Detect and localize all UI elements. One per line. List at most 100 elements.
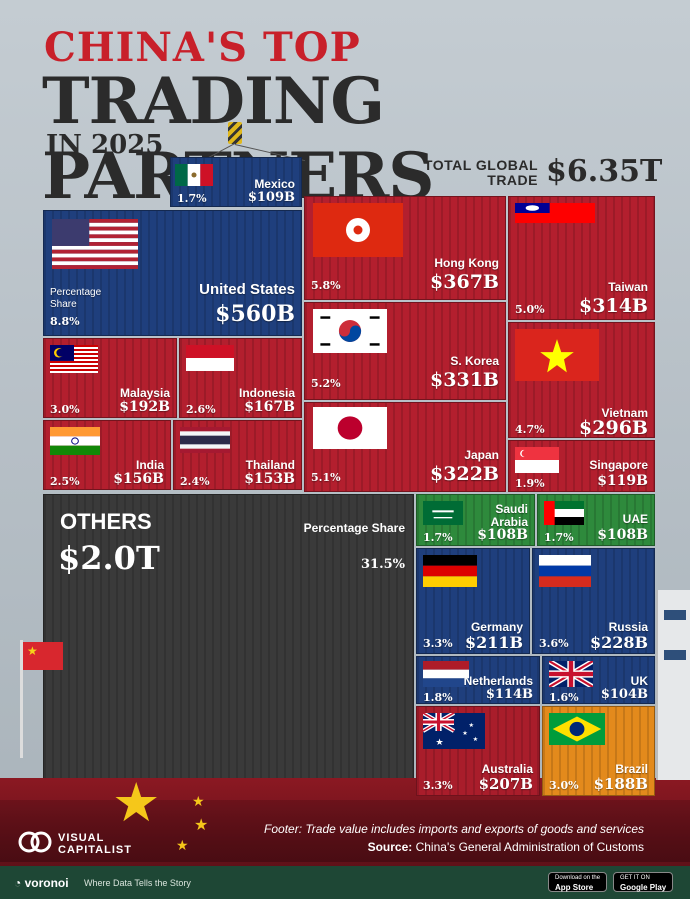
percentage-share: 5.1% bbox=[311, 471, 341, 484]
country-name: Germany bbox=[470, 620, 523, 634]
percentage-share: 1.6% bbox=[549, 691, 579, 704]
id-flag-icon bbox=[186, 345, 234, 376]
footer-band bbox=[0, 800, 690, 862]
trade-value: $108B bbox=[597, 527, 648, 543]
percentage-share: 8.8% bbox=[50, 315, 80, 328]
kr-flag-icon bbox=[313, 309, 387, 358]
container-jp: Japan $322B 5.1% bbox=[304, 402, 506, 492]
container-tw: Taiwan $314B 5.0% bbox=[508, 196, 655, 320]
country-name: Japan bbox=[464, 448, 499, 462]
percentage-share: 3.6% bbox=[539, 637, 569, 650]
uk-flag-icon bbox=[549, 661, 593, 692]
visual-capitalist-logo-icon bbox=[18, 831, 52, 853]
country-name: Taiwan bbox=[608, 280, 648, 294]
mexico-flag-icon bbox=[175, 164, 213, 191]
country-name: United States bbox=[199, 281, 295, 298]
percentage-share: 1.8% bbox=[423, 691, 453, 704]
trade-value: $153B bbox=[244, 471, 295, 487]
percentage-share: 3.0% bbox=[50, 403, 80, 416]
app-store-small: Download on the bbox=[555, 875, 601, 881]
country-name: S. Korea bbox=[450, 354, 499, 368]
country-name: UAE bbox=[622, 512, 648, 526]
container-br: Brazil $188B 3.0% bbox=[542, 706, 655, 796]
app-store-button[interactable]: Download on the App Store bbox=[548, 872, 608, 892]
jp-flag-icon bbox=[313, 407, 387, 454]
country-name: Russia bbox=[608, 620, 648, 634]
trade-value: $207B bbox=[478, 775, 533, 793]
country-name: UK bbox=[630, 674, 648, 688]
ship-tower bbox=[656, 590, 690, 780]
container-mexico: Mexico $109B 1.7% bbox=[170, 157, 302, 207]
trade-value: $322B bbox=[430, 463, 499, 485]
container-hk: Hong Kong $367B 5.8% bbox=[304, 196, 506, 300]
flag-pole bbox=[20, 640, 23, 758]
sa-flag-icon bbox=[423, 501, 463, 530]
trade-value: $167B bbox=[244, 399, 295, 415]
google-play-small: GET IT ON bbox=[620, 875, 650, 881]
star-icon: ★ bbox=[192, 793, 205, 809]
container-others: OTHERS $2.0T Percentage Share 31.5% bbox=[43, 494, 414, 796]
percentage-share: 5.2% bbox=[311, 377, 341, 390]
trade-value: $211B bbox=[464, 633, 523, 652]
hk-flag-icon bbox=[313, 203, 403, 262]
tw-flag-icon bbox=[515, 203, 595, 228]
trade-value: $156B bbox=[113, 471, 164, 487]
percentage-share: 1.7% bbox=[423, 531, 453, 544]
percentage-share: 2.6% bbox=[186, 403, 216, 416]
container-uk: UK $104B 1.6% bbox=[542, 656, 655, 704]
nl-flag-icon bbox=[423, 661, 469, 692]
star-icon: ★ bbox=[112, 773, 161, 833]
percentage-share: 3.3% bbox=[423, 637, 453, 650]
percentage-share: 5.8% bbox=[311, 279, 341, 292]
title-line-1: CHINA'S TOP bbox=[44, 24, 361, 71]
voronoi-logo[interactable]: ◔ voronoi bbox=[14, 876, 69, 890]
svg-text:★: ★ bbox=[435, 737, 443, 747]
container-us: United States $560B Percentage Share 8.8% bbox=[43, 210, 302, 336]
voronoi-icon: ◔ bbox=[14, 876, 25, 890]
footer-note: Footer: Trade value includes imports and… bbox=[264, 822, 644, 836]
ru-flag-icon bbox=[539, 555, 591, 592]
country-name: Brazil bbox=[615, 762, 648, 776]
trade-value: $188B bbox=[593, 775, 648, 793]
trade-value: $192B bbox=[119, 399, 170, 415]
country-name: Hong Kong bbox=[434, 256, 499, 270]
percentage-share: 1.7% bbox=[544, 531, 574, 544]
vn-flag-icon bbox=[515, 329, 599, 386]
container-kr: S. Korea $331B 5.2% bbox=[304, 302, 506, 400]
china-flag-icon: ★ bbox=[23, 642, 63, 670]
container-my: Malaysia $192B 3.0% bbox=[43, 338, 177, 418]
title-line-3: IN 2025 bbox=[46, 130, 164, 160]
total-global-trade-value: $6.35T bbox=[546, 154, 663, 189]
sg-flag-icon bbox=[515, 447, 559, 478]
brand-line-2: CAPITALIST bbox=[58, 844, 132, 856]
total-global-trade-label: TOTAL GLOBAL TRADE bbox=[423, 157, 538, 188]
trade-value: $331B bbox=[430, 369, 499, 391]
voronoi-text: voronoi bbox=[24, 876, 69, 890]
de-flag-icon bbox=[423, 555, 477, 592]
star-icon: ★ bbox=[194, 817, 209, 834]
percentage-share: 1.9% bbox=[515, 477, 545, 490]
percentage-share: 4.7% bbox=[515, 423, 545, 436]
trade-value: $228B bbox=[589, 633, 648, 652]
country-name: Mexico bbox=[254, 177, 295, 191]
container-de: Germany $211B 3.3% bbox=[416, 548, 530, 654]
svg-text:★: ★ bbox=[462, 730, 468, 737]
google-play-button[interactable]: GET IT ON Google Play bbox=[613, 872, 674, 892]
us-flag-icon bbox=[52, 219, 138, 274]
country-name: Malaysia bbox=[119, 386, 170, 400]
country-name: Saudi Arabia bbox=[490, 502, 528, 529]
trade-value: $104B bbox=[600, 687, 648, 702]
country-name: Indonesia bbox=[238, 386, 295, 400]
others-value: $2.0T bbox=[58, 539, 160, 577]
container-id: Indonesia $167B 2.6% bbox=[179, 338, 302, 418]
voronoi-tagline: Where Data Tells the Story bbox=[84, 878, 191, 888]
container-vn: Vietnam $296B 4.7% bbox=[508, 322, 655, 438]
percentage-share: 3.0% bbox=[549, 779, 579, 792]
country-name: Thailand bbox=[245, 458, 295, 472]
percentage-share: 5.0% bbox=[515, 303, 545, 316]
ae-flag-icon bbox=[544, 501, 584, 530]
country-name: India bbox=[135, 458, 164, 472]
others-pct: 31.5% bbox=[360, 557, 405, 572]
container-in: India $156B 2.5% bbox=[43, 420, 171, 490]
percentage-share: 1.7% bbox=[177, 192, 207, 205]
